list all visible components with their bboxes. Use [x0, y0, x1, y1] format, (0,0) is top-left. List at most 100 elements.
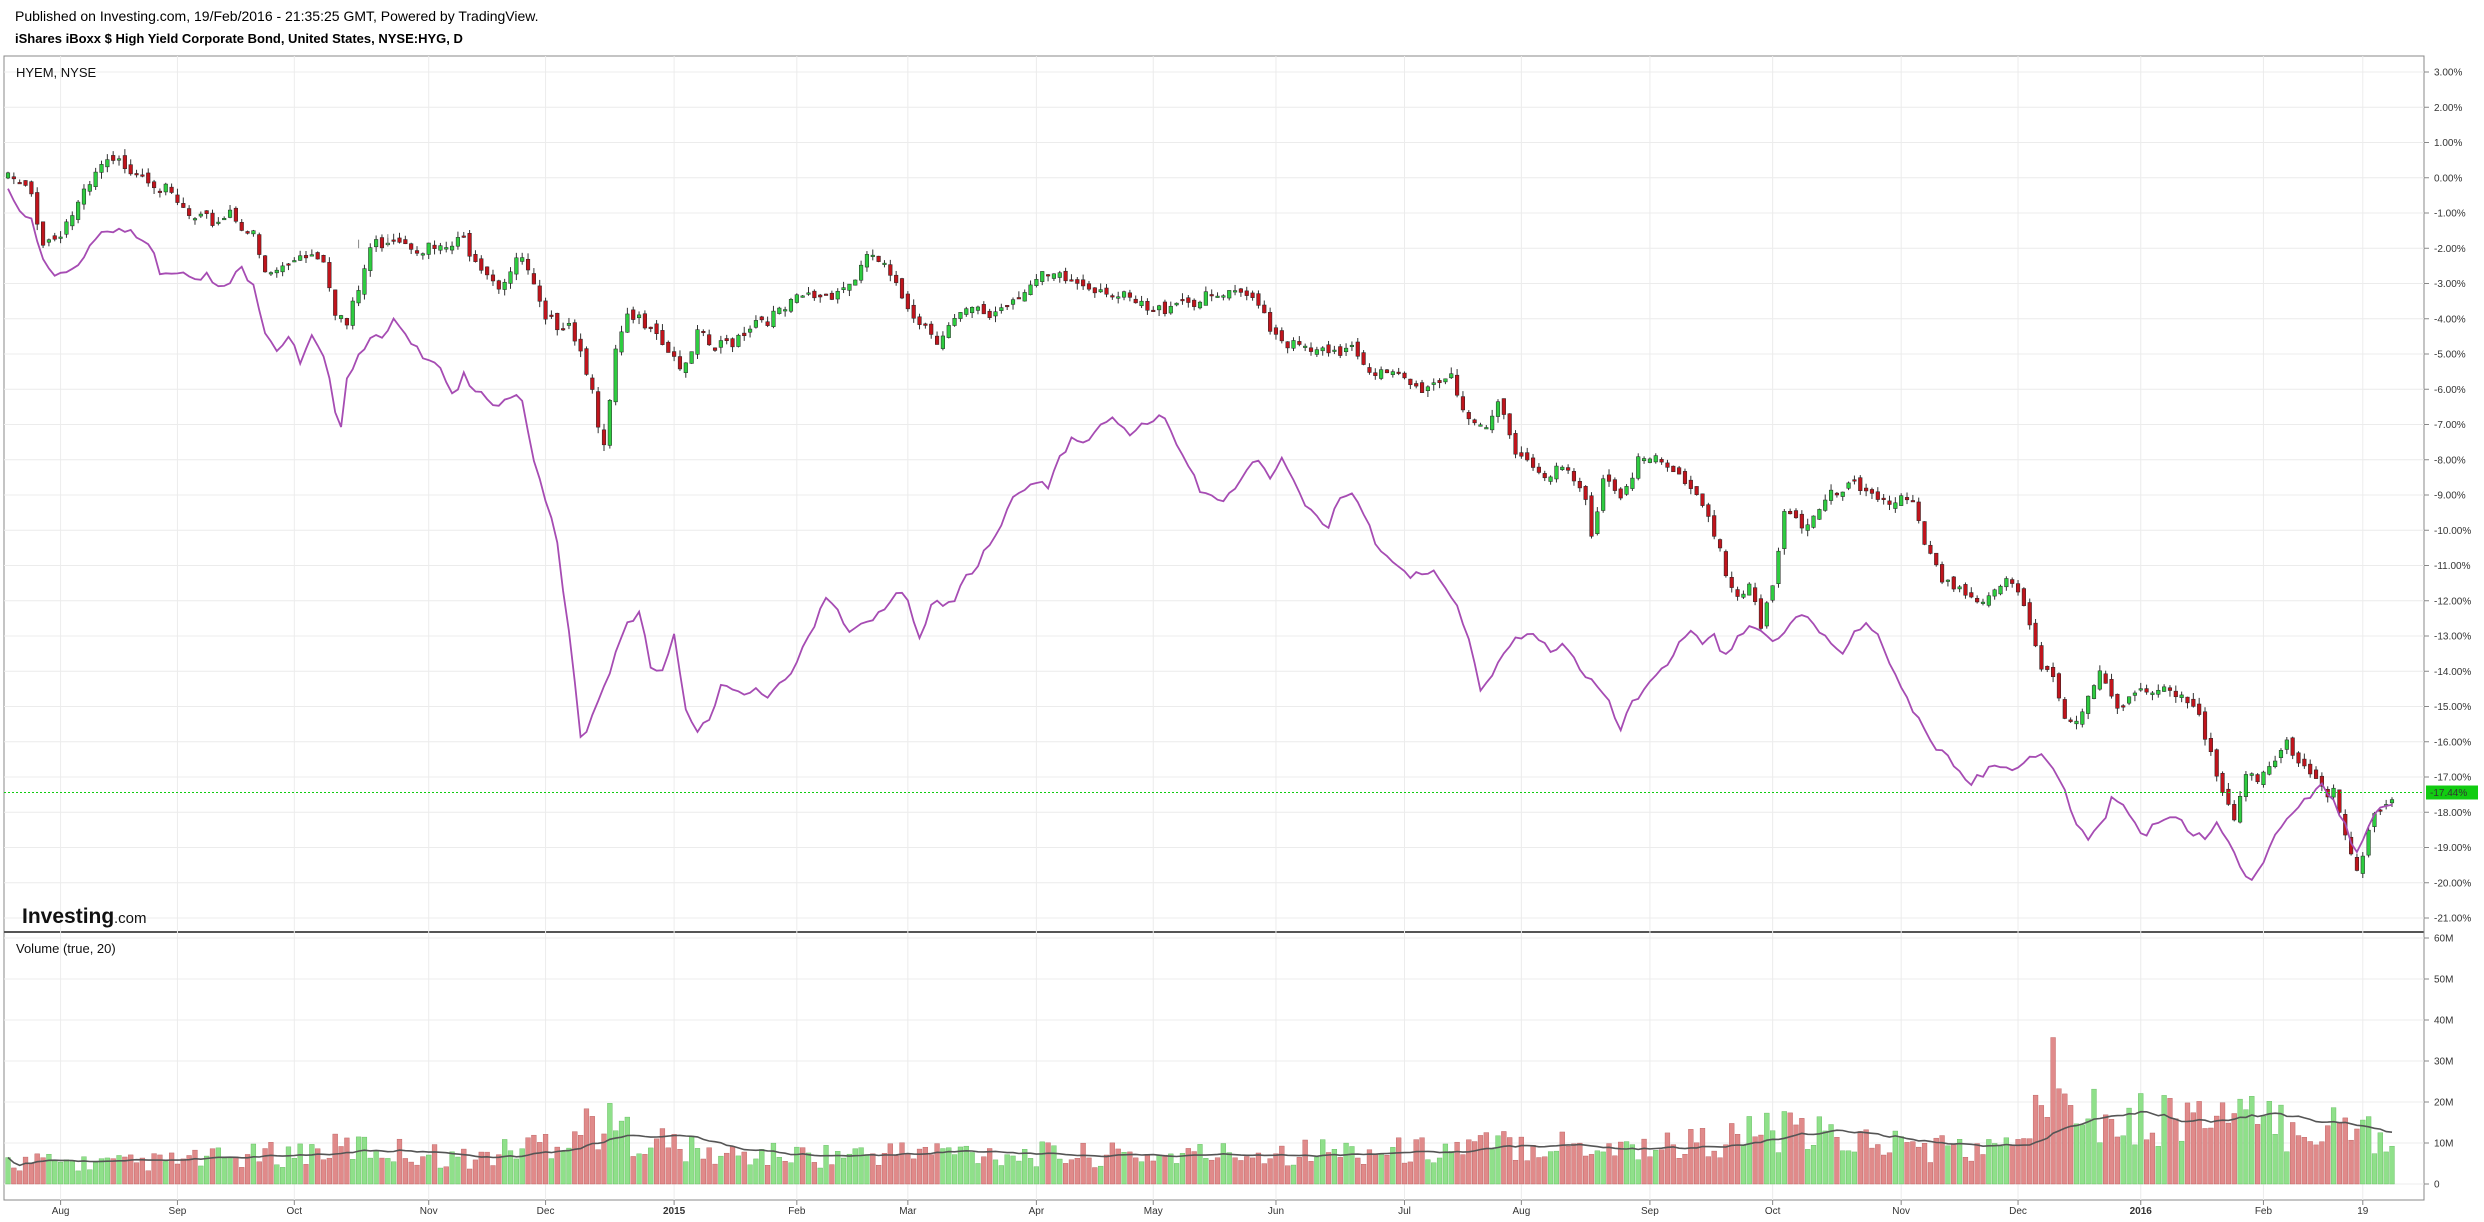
volume-bar	[2190, 1112, 2196, 1185]
candle-body	[1268, 312, 1273, 332]
candle-body	[1980, 601, 1986, 604]
price-tick-label: -14.00%	[2434, 667, 2471, 678]
candle-body	[601, 429, 607, 446]
volume-bar	[2278, 1104, 2284, 1185]
candle-body	[1484, 427, 1489, 430]
candle-body	[1250, 292, 1255, 298]
candle-body	[2313, 769, 2319, 779]
candle-body	[1741, 593, 1746, 598]
candle-body	[140, 174, 145, 177]
candle-body	[1653, 455, 1658, 463]
volume-bar	[367, 1157, 373, 1185]
volume-bar	[876, 1164, 882, 1185]
volume-bar	[659, 1128, 666, 1185]
candle-body	[1560, 466, 1565, 470]
candle-body	[572, 322, 577, 342]
volume-bar	[542, 1134, 549, 1185]
volume-bar	[350, 1159, 356, 1185]
volume-bar	[1296, 1157, 1302, 1185]
volume-bar	[490, 1165, 496, 1185]
candle-body	[1133, 298, 1138, 304]
candle-body	[864, 254, 870, 268]
volume-bar	[2336, 1122, 2343, 1185]
volume-bar	[1185, 1148, 1191, 1185]
candle-body	[1630, 477, 1635, 489]
candle-body	[1168, 305, 1173, 314]
candle-body	[292, 260, 297, 263]
candle-body	[1145, 300, 1150, 311]
volume-bar	[472, 1159, 479, 1185]
volume-bar	[782, 1160, 788, 1185]
candle-body	[157, 190, 162, 193]
volume-bar	[554, 1146, 560, 1185]
candle-body	[344, 318, 349, 326]
volume-bar	[770, 1142, 777, 1185]
candle-body	[1840, 491, 1845, 497]
candle-body	[2319, 775, 2324, 787]
candle-body	[403, 239, 408, 245]
volume-bar	[1653, 1150, 1659, 1185]
volume-bar	[1098, 1165, 1104, 1185]
candle-body	[1355, 341, 1360, 357]
volume-bar	[1939, 1135, 1945, 1185]
candle-body	[1753, 587, 1758, 602]
candle-body	[818, 294, 823, 298]
price-tick-label: -2.00%	[2434, 244, 2466, 255]
candle-body	[1776, 550, 1781, 584]
volume-bar	[280, 1167, 286, 1185]
volume-bar	[1051, 1145, 1057, 1185]
price-pane[interactable]	[3, 55, 2425, 933]
volume-bar	[613, 1130, 619, 1185]
candle-body	[467, 233, 472, 257]
candle-body	[1922, 521, 1927, 545]
candles-hyg	[5, 149, 2395, 879]
candle-body	[93, 171, 98, 188]
candle-body	[1723, 551, 1728, 577]
candle-body	[1566, 467, 1571, 471]
volume-bar	[2085, 1118, 2091, 1185]
candle-body	[841, 287, 846, 290]
time-tick-label: Dec	[537, 1206, 555, 1217]
candle-body	[444, 247, 449, 250]
candle-body	[730, 338, 735, 348]
volume-bar	[905, 1153, 911, 1185]
volume-bar	[735, 1155, 742, 1185]
volume-bar	[1390, 1147, 1396, 1185]
volume-bar	[513, 1158, 519, 1185]
candle-body	[823, 293, 829, 296]
price-tick-label: -3.00%	[2434, 279, 2466, 290]
time-tick-label: Feb	[2255, 1206, 2273, 1217]
volume-bar	[2348, 1139, 2354, 1185]
candle-body	[35, 192, 40, 225]
volume-bar	[227, 1156, 233, 1185]
candle-body	[356, 290, 361, 304]
logo-suffix: .com	[114, 910, 147, 927]
candle-body	[1063, 270, 1068, 282]
price-pane-title: HYEM, NYSE	[16, 65, 97, 80]
volume-bar	[174, 1163, 181, 1185]
candle-body	[1443, 378, 1448, 383]
candle-body	[1700, 493, 1705, 506]
volume-bar	[2295, 1135, 2302, 1185]
candle-body	[2062, 699, 2067, 719]
candle-body	[1203, 291, 1208, 306]
volume-bar	[1881, 1154, 1887, 1185]
candle-body	[1677, 467, 1682, 475]
candle-body	[1040, 271, 1045, 282]
volume-bar	[1962, 1157, 1969, 1185]
volume-bar	[759, 1149, 765, 1185]
volume-bar	[2114, 1136, 2120, 1185]
volume-bar	[747, 1164, 753, 1185]
volume-bar	[297, 1143, 303, 1185]
volume-bar	[274, 1164, 280, 1185]
candle-body	[1010, 299, 1016, 305]
volume-bar	[110, 1158, 116, 1185]
volume-bar	[1834, 1137, 1840, 1185]
candle-body	[2162, 686, 2167, 692]
candle-body	[2308, 763, 2313, 775]
candle-body	[1437, 380, 1442, 383]
candle-body	[490, 274, 496, 282]
candle-body	[1957, 586, 1962, 590]
volume-bar	[1103, 1154, 1110, 1185]
